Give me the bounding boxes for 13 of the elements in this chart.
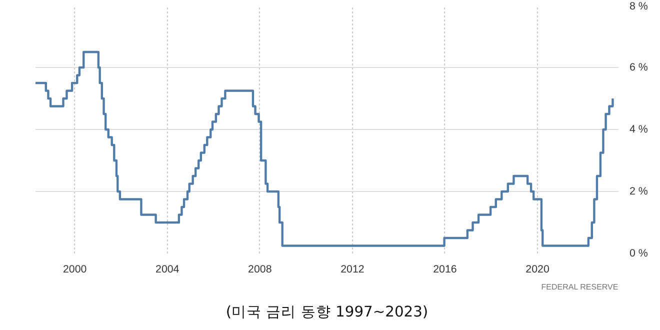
x-tick-label: 2004 bbox=[156, 264, 180, 276]
y-tick-label: 0 % bbox=[630, 248, 648, 260]
text: FEDERAL RESERVE bbox=[541, 282, 618, 292]
x-tick-label: 2008 bbox=[248, 264, 272, 276]
x-tick-label: 2016 bbox=[433, 264, 457, 276]
y-tick-label: 6 % bbox=[630, 62, 648, 74]
x-tick-label: 2012 bbox=[340, 264, 364, 276]
text: (미국 금리 동향 1997~2023) bbox=[226, 304, 428, 320]
y-tick-label: 8 % bbox=[630, 0, 648, 12]
x-tick-label: 2020 bbox=[526, 264, 550, 276]
x-tick-label: 2000 bbox=[62, 264, 87, 276]
y-tick-label: 4 % bbox=[630, 124, 648, 136]
y-tick-label: 2 % bbox=[630, 186, 648, 198]
